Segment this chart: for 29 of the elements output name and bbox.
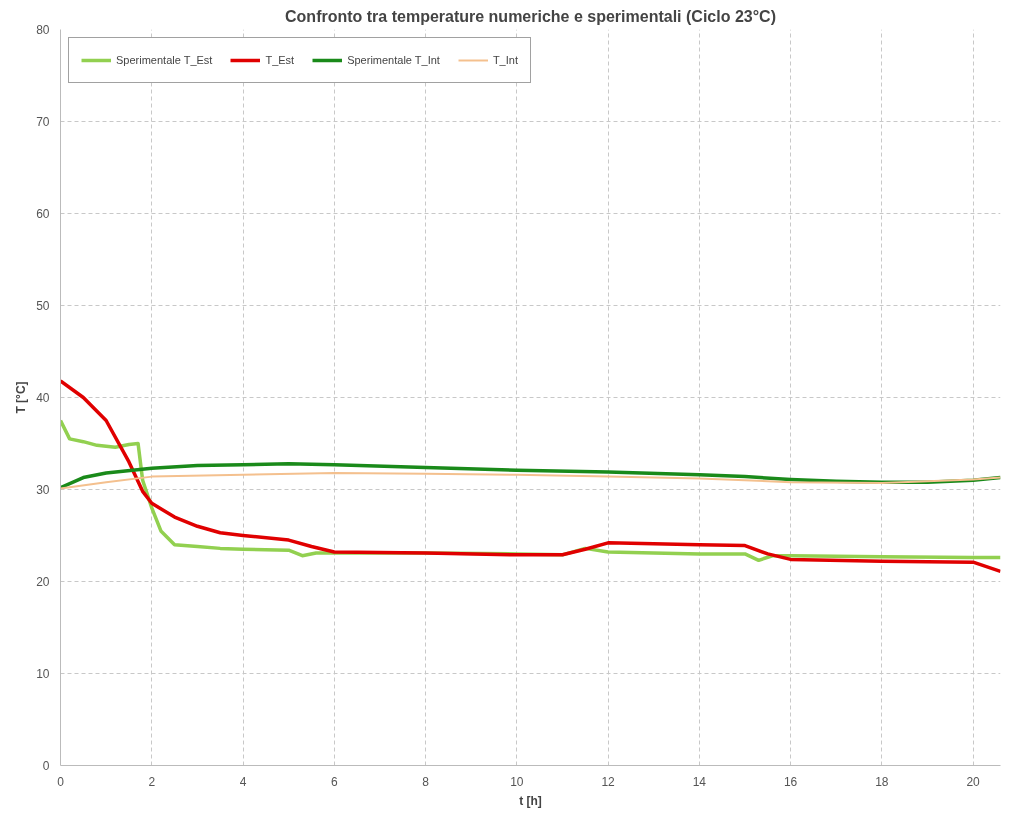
- x-tick-label: 2: [148, 774, 156, 789]
- legend-label: T_Int: [492, 54, 518, 66]
- chart-title: Confronto tra temperature numeriche e sperimentali (Ciclo 23°C): [285, 7, 776, 25]
- x-tick-label: 8: [422, 774, 430, 789]
- legend-label: T_Est: [265, 54, 295, 66]
- x-tick-label: 0: [57, 774, 65, 789]
- x-tick-label: 12: [601, 774, 616, 789]
- y-tick-label: 40: [36, 391, 50, 405]
- line-series: [60, 471, 1001, 490]
- y-tick-label: 20: [36, 575, 50, 589]
- y-tick-label: 80: [36, 23, 50, 37]
- x-tick-label: 14: [692, 774, 707, 789]
- x-tick-label: 4: [239, 774, 247, 789]
- y-tick-label: 30: [36, 483, 50, 497]
- x-tick-label: 20: [966, 774, 981, 789]
- y-tick-label: 70: [36, 115, 50, 129]
- y-tick-label: 50: [36, 299, 50, 313]
- x-tick-label: 16: [783, 774, 798, 789]
- x-tick-label: 6: [330, 774, 338, 789]
- x-axis-title: t [h]: [519, 793, 542, 808]
- line-series: [60, 379, 1001, 574]
- x-tick-label: 10: [510, 774, 524, 789]
- y-axis-title: T [°C]: [14, 381, 29, 414]
- x-tick-label: 18: [875, 774, 889, 789]
- legend-label: Sperimentale T_Int: [347, 54, 440, 66]
- y-tick-label: 60: [36, 207, 50, 221]
- y-tick-label: 10: [36, 667, 50, 681]
- y-tick-label: 0: [42, 759, 50, 773]
- legend-label: Sperimentale T_Est: [116, 54, 213, 66]
